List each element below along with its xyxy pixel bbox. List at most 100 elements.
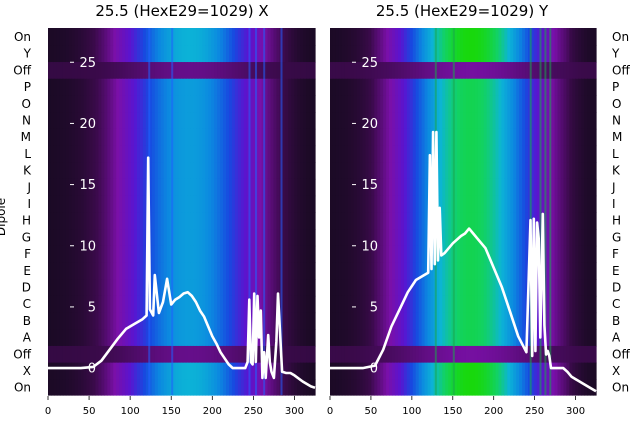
heatmap-cell bbox=[187, 162, 191, 180]
heatmap-cell bbox=[178, 78, 183, 97]
heatmap-cell bbox=[569, 229, 573, 247]
heatmap-cell bbox=[507, 128, 511, 147]
heatmap-cell bbox=[418, 229, 423, 247]
y-axis-label: Dipole bbox=[0, 198, 8, 236]
heatmap-cell bbox=[593, 229, 597, 247]
heatmap-cell bbox=[501, 145, 505, 163]
heatmap-cell bbox=[285, 229, 289, 247]
heatmap-cell bbox=[202, 279, 206, 297]
heatmap-cell bbox=[587, 145, 591, 163]
heatmap-cell bbox=[480, 45, 485, 63]
heatmap-cell bbox=[128, 279, 132, 297]
heatmap-cell bbox=[231, 28, 236, 46]
heatmap-cell bbox=[148, 45, 153, 63]
heatmap-cell bbox=[134, 45, 138, 63]
heatmap-cell bbox=[365, 195, 370, 213]
heatmap-cell bbox=[335, 145, 340, 163]
heatmap-cell bbox=[332, 112, 337, 130]
panel-x-title: 25.5 (HexE29=1029) X bbox=[95, 2, 268, 20]
heatmap-cell bbox=[193, 229, 197, 247]
heatmap-cell bbox=[507, 262, 511, 280]
heatmap-cell bbox=[74, 312, 79, 330]
heatmap-cell bbox=[480, 262, 485, 280]
heatmap-cell bbox=[285, 212, 289, 230]
heatmap-cell bbox=[400, 329, 405, 347]
heatmap-cell bbox=[157, 229, 162, 247]
heatmap-cell bbox=[575, 279, 579, 297]
heatmap-cell bbox=[516, 28, 520, 46]
heatmap-cell bbox=[160, 262, 165, 280]
heatmap-cell bbox=[80, 28, 85, 46]
heatmap-cell bbox=[62, 379, 67, 396]
heatmap-cell bbox=[53, 162, 58, 180]
heatmap-cell bbox=[545, 229, 550, 247]
heatmap-cell bbox=[412, 362, 417, 380]
heatmap-cell bbox=[107, 178, 111, 197]
heatmap-cell bbox=[223, 28, 227, 46]
heatmap-cell bbox=[421, 345, 426, 364]
heatmap-cell bbox=[368, 345, 372, 364]
heatmap-cell bbox=[98, 262, 102, 280]
heatmap-cell bbox=[285, 279, 289, 297]
heatmap-cell bbox=[341, 279, 346, 297]
heatmap-cell bbox=[243, 212, 248, 230]
heatmap-cell bbox=[513, 312, 517, 330]
heatmap-cell bbox=[175, 229, 180, 247]
heatmap-cell bbox=[516, 112, 520, 130]
heatmap-cell bbox=[74, 229, 79, 247]
heatmap-cell bbox=[217, 362, 221, 380]
heatmap-cell bbox=[68, 212, 73, 230]
heatmap-cell bbox=[148, 178, 153, 197]
heatmap-cell bbox=[151, 212, 156, 230]
heatmap-cell bbox=[202, 195, 206, 213]
heatmap-cell bbox=[341, 112, 346, 130]
heatmap-cell bbox=[288, 45, 292, 63]
heatmap-cell bbox=[356, 195, 361, 213]
heatmap-cell bbox=[480, 212, 485, 230]
heatmap-cell bbox=[554, 128, 559, 147]
heatmap-cell bbox=[374, 245, 378, 264]
heatmap-cell bbox=[377, 162, 381, 180]
heatmap-cell bbox=[421, 28, 426, 46]
heatmap-cell bbox=[587, 262, 591, 280]
heatmap-cell bbox=[436, 28, 440, 46]
heatmap-cell bbox=[178, 212, 183, 230]
heatmap-cell bbox=[187, 178, 191, 197]
heatmap-cell bbox=[557, 295, 562, 314]
heatmap-cell bbox=[395, 62, 399, 80]
heatmap-cell bbox=[77, 312, 82, 330]
heatmap-cell bbox=[412, 128, 417, 147]
heatmap-cell bbox=[584, 162, 588, 180]
heatmap-cell bbox=[519, 362, 523, 380]
heatmap-cell bbox=[145, 345, 150, 364]
heatmap-cell bbox=[71, 28, 76, 46]
heatmap-cell bbox=[71, 178, 76, 197]
heatmap-cell bbox=[196, 379, 200, 396]
heatmap-cell bbox=[492, 78, 497, 97]
heatmap-cell bbox=[202, 145, 206, 163]
heatmap-cell bbox=[193, 279, 197, 297]
heatmap-cell bbox=[62, 45, 67, 63]
heatmap-cell bbox=[107, 262, 111, 280]
heatmap-cell bbox=[163, 178, 168, 197]
heatmap-cell bbox=[104, 128, 108, 147]
heatmap-cell bbox=[231, 145, 236, 163]
heatmap-cell bbox=[590, 195, 594, 213]
heatmap-cell bbox=[477, 128, 482, 147]
heatmap-cell bbox=[119, 195, 123, 213]
heatmap-cell bbox=[300, 128, 304, 147]
heatmap-cell bbox=[525, 162, 529, 180]
heatmap-cell bbox=[545, 28, 550, 46]
heatmap-cell bbox=[107, 212, 111, 230]
heatmap-cell bbox=[68, 45, 73, 63]
heatmap-cell bbox=[480, 178, 485, 197]
heatmap-cell bbox=[507, 295, 511, 314]
heatmap-cell bbox=[389, 195, 393, 213]
heatmap-cell bbox=[139, 312, 144, 330]
heatmap-cell bbox=[68, 262, 73, 280]
heatmap-cell bbox=[332, 45, 337, 63]
heatmap-cell bbox=[380, 145, 384, 163]
heatmap-cell bbox=[504, 62, 508, 80]
heatmap-cell bbox=[380, 262, 384, 280]
heatmap-cell bbox=[539, 128, 544, 147]
